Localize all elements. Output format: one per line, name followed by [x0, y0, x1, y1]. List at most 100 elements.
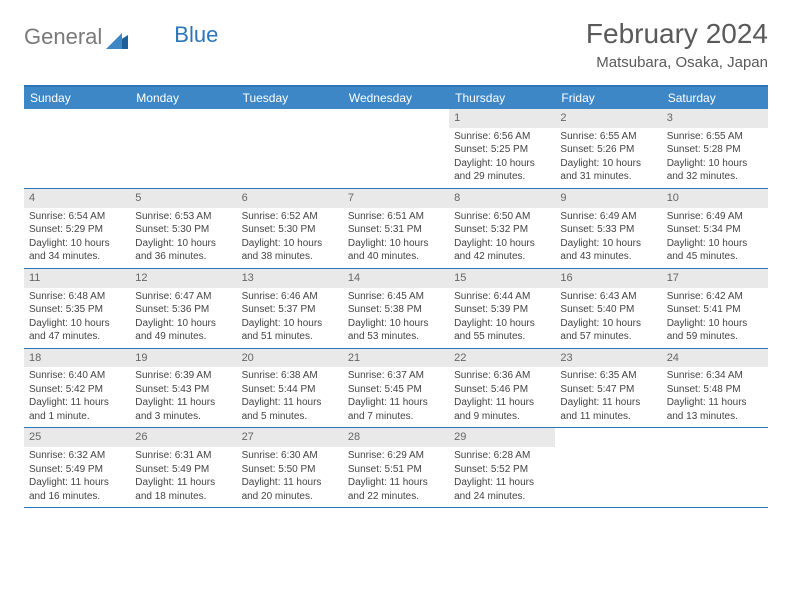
- sunset-text: Sunset: 5:44 PM: [242, 383, 338, 397]
- daylight-text: Daylight: 10 hours and 53 minutes.: [348, 317, 444, 344]
- sunrise-text: Sunrise: 6:40 AM: [29, 369, 125, 383]
- day-number: 19: [130, 349, 236, 368]
- day-cell: 17Sunrise: 6:42 AMSunset: 5:41 PMDayligh…: [662, 269, 768, 348]
- daylight-text: Daylight: 10 hours and 42 minutes.: [454, 237, 550, 264]
- day-details: Sunrise: 6:29 AMSunset: 5:51 PMDaylight:…: [343, 449, 449, 507]
- day-cell: 28Sunrise: 6:29 AMSunset: 5:51 PMDayligh…: [343, 428, 449, 507]
- day-details: Sunrise: 6:30 AMSunset: 5:50 PMDaylight:…: [237, 449, 343, 507]
- sunset-text: Sunset: 5:49 PM: [29, 463, 125, 477]
- sunrise-text: Sunrise: 6:56 AM: [454, 130, 550, 144]
- day-number: 22: [449, 349, 555, 368]
- day-number: 9: [555, 189, 661, 208]
- weekday-header: Sunday: [24, 87, 130, 109]
- day-details: Sunrise: 6:39 AMSunset: 5:43 PMDaylight:…: [130, 369, 236, 427]
- daylight-text: Daylight: 11 hours and 24 minutes.: [454, 476, 550, 503]
- daylight-text: Daylight: 11 hours and 9 minutes.: [454, 396, 550, 423]
- sunset-text: Sunset: 5:48 PM: [667, 383, 763, 397]
- sunrise-text: Sunrise: 6:52 AM: [242, 210, 338, 224]
- day-details: Sunrise: 6:28 AMSunset: 5:52 PMDaylight:…: [449, 449, 555, 507]
- daylight-text: Daylight: 10 hours and 31 minutes.: [560, 157, 656, 184]
- day-number: 2: [555, 109, 661, 128]
- day-details: Sunrise: 6:53 AMSunset: 5:30 PMDaylight:…: [130, 210, 236, 268]
- day-cell: [24, 109, 130, 188]
- daylight-text: Daylight: 10 hours and 59 minutes.: [667, 317, 763, 344]
- day-cell: 6 Sunrise: 6:52 AMSunset: 5:30 PMDaylight…: [237, 189, 343, 268]
- day-number: 1: [449, 109, 555, 128]
- day-cell: 3Sunrise: 6:55 AMSunset: 5:28 PMDaylight…: [662, 109, 768, 188]
- day-details: Sunrise: 6:50 AMSunset: 5:32 PMDaylight:…: [449, 210, 555, 268]
- sunrise-text: Sunrise: 6:49 AM: [560, 210, 656, 224]
- day-number: 5: [130, 189, 236, 208]
- day-details: Sunrise: 6:52 AMSunset: 5:30 PMDaylight:…: [237, 210, 343, 268]
- sunrise-text: Sunrise: 6:47 AM: [135, 290, 231, 304]
- day-details: Sunrise: 6:54 AMSunset: 5:29 PMDaylight:…: [24, 210, 130, 268]
- sunset-text: Sunset: 5:32 PM: [454, 223, 550, 237]
- day-details: Sunrise: 6:31 AMSunset: 5:49 PMDaylight:…: [130, 449, 236, 507]
- daylight-text: Daylight: 11 hours and 22 minutes.: [348, 476, 444, 503]
- day-cell: 14Sunrise: 6:45 AMSunset: 5:38 PMDayligh…: [343, 269, 449, 348]
- sunset-text: Sunset: 5:34 PM: [667, 223, 763, 237]
- day-number: 16: [555, 269, 661, 288]
- day-number: 12: [130, 269, 236, 288]
- day-cell: [130, 109, 236, 188]
- daylight-text: Daylight: 10 hours and 51 minutes.: [242, 317, 338, 344]
- day-cell: 2Sunrise: 6:55 AMSunset: 5:26 PMDaylight…: [555, 109, 661, 188]
- sunrise-text: Sunrise: 6:31 AM: [135, 449, 231, 463]
- day-number: 26: [130, 428, 236, 447]
- location-text: Matsubara, Osaka, Japan: [586, 54, 768, 71]
- sunrise-text: Sunrise: 6:55 AM: [560, 130, 656, 144]
- day-details: Sunrise: 6:56 AMSunset: 5:25 PMDaylight:…: [449, 130, 555, 188]
- daylight-text: Daylight: 10 hours and 34 minutes.: [29, 237, 125, 264]
- day-details: Sunrise: 6:47 AMSunset: 5:36 PMDaylight:…: [130, 290, 236, 348]
- day-cell: [237, 109, 343, 188]
- day-number: 29: [449, 428, 555, 447]
- day-details: Sunrise: 6:49 AMSunset: 5:34 PMDaylight:…: [662, 210, 768, 268]
- title-block: February 2024 Matsubara, Osaka, Japan: [586, 18, 768, 71]
- sunset-text: Sunset: 5:46 PM: [454, 383, 550, 397]
- day-number: 15: [449, 269, 555, 288]
- sunrise-text: Sunrise: 6:28 AM: [454, 449, 550, 463]
- sunset-text: Sunset: 5:30 PM: [242, 223, 338, 237]
- daylight-text: Daylight: 11 hours and 1 minute.: [29, 396, 125, 423]
- weeks-container: 1Sunrise: 6:56 AMSunset: 5:25 PMDaylight…: [24, 109, 768, 508]
- day-number: 11: [24, 269, 130, 288]
- week-row: 1Sunrise: 6:56 AMSunset: 5:25 PMDaylight…: [24, 109, 768, 189]
- day-cell: 26 Sunrise: 6:31 AMSunset: 5:49 PMDayligh…: [130, 428, 236, 507]
- day-cell: 7Sunrise: 6:51 AMSunset: 5:31 PMDaylight…: [343, 189, 449, 268]
- day-cell: [343, 109, 449, 188]
- sunrise-text: Sunrise: 6:38 AM: [242, 369, 338, 383]
- sunrise-text: Sunrise: 6:35 AM: [560, 369, 656, 383]
- sunrise-text: Sunrise: 6:34 AM: [667, 369, 763, 383]
- sunset-text: Sunset: 5:42 PM: [29, 383, 125, 397]
- day-details: Sunrise: 6:40 AMSunset: 5:42 PMDaylight:…: [24, 369, 130, 427]
- day-number: 10: [662, 189, 768, 208]
- daylight-text: Daylight: 11 hours and 20 minutes.: [242, 476, 338, 503]
- day-details: Sunrise: 6:45 AMSunset: 5:38 PMDaylight:…: [343, 290, 449, 348]
- day-details: Sunrise: 6:32 AMSunset: 5:49 PMDaylight:…: [24, 449, 130, 507]
- brand-part1: General: [24, 24, 102, 50]
- day-number: 18: [24, 349, 130, 368]
- day-number: 20: [237, 349, 343, 368]
- sunrise-text: Sunrise: 6:43 AM: [560, 290, 656, 304]
- daylight-text: Daylight: 10 hours and 43 minutes.: [560, 237, 656, 264]
- day-details: Sunrise: 6:51 AMSunset: 5:31 PMDaylight:…: [343, 210, 449, 268]
- sunset-text: Sunset: 5:51 PM: [348, 463, 444, 477]
- weekday-header: Saturday: [662, 87, 768, 109]
- day-cell: 9Sunrise: 6:49 AMSunset: 5:33 PMDaylight…: [555, 189, 661, 268]
- weekday-header: Friday: [555, 87, 661, 109]
- day-cell: 27 Sunrise: 6:30 AMSunset: 5:50 PMDayligh…: [237, 428, 343, 507]
- day-number: 27: [237, 428, 343, 447]
- sunset-text: Sunset: 5:50 PM: [242, 463, 338, 477]
- day-number: 6: [237, 189, 343, 208]
- day-number: 3: [662, 109, 768, 128]
- day-cell: 12 Sunrise: 6:47 AMSunset: 5:36 PMDayligh…: [130, 269, 236, 348]
- day-details: Sunrise: 6:36 AMSunset: 5:46 PMDaylight:…: [449, 369, 555, 427]
- day-cell: 11Sunrise: 6:48 AMSunset: 5:35 PMDayligh…: [24, 269, 130, 348]
- day-details: Sunrise: 6:44 AMSunset: 5:39 PMDaylight:…: [449, 290, 555, 348]
- daylight-text: Daylight: 11 hours and 3 minutes.: [135, 396, 231, 423]
- daylight-text: Daylight: 10 hours and 32 minutes.: [667, 157, 763, 184]
- sunset-text: Sunset: 5:25 PM: [454, 143, 550, 157]
- day-cell: 15 Sunrise: 6:44 AMSunset: 5:39 PMDayligh…: [449, 269, 555, 348]
- day-cell: 22Sunrise: 6:36 AMSunset: 5:46 PMDayligh…: [449, 349, 555, 428]
- day-cell: 13Sunrise: 6:46 AMSunset: 5:37 PMDayligh…: [237, 269, 343, 348]
